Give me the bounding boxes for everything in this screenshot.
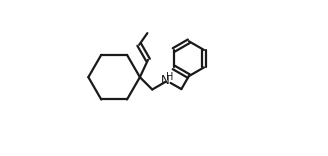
Text: H: H xyxy=(166,72,173,83)
Text: N: N xyxy=(161,74,170,87)
